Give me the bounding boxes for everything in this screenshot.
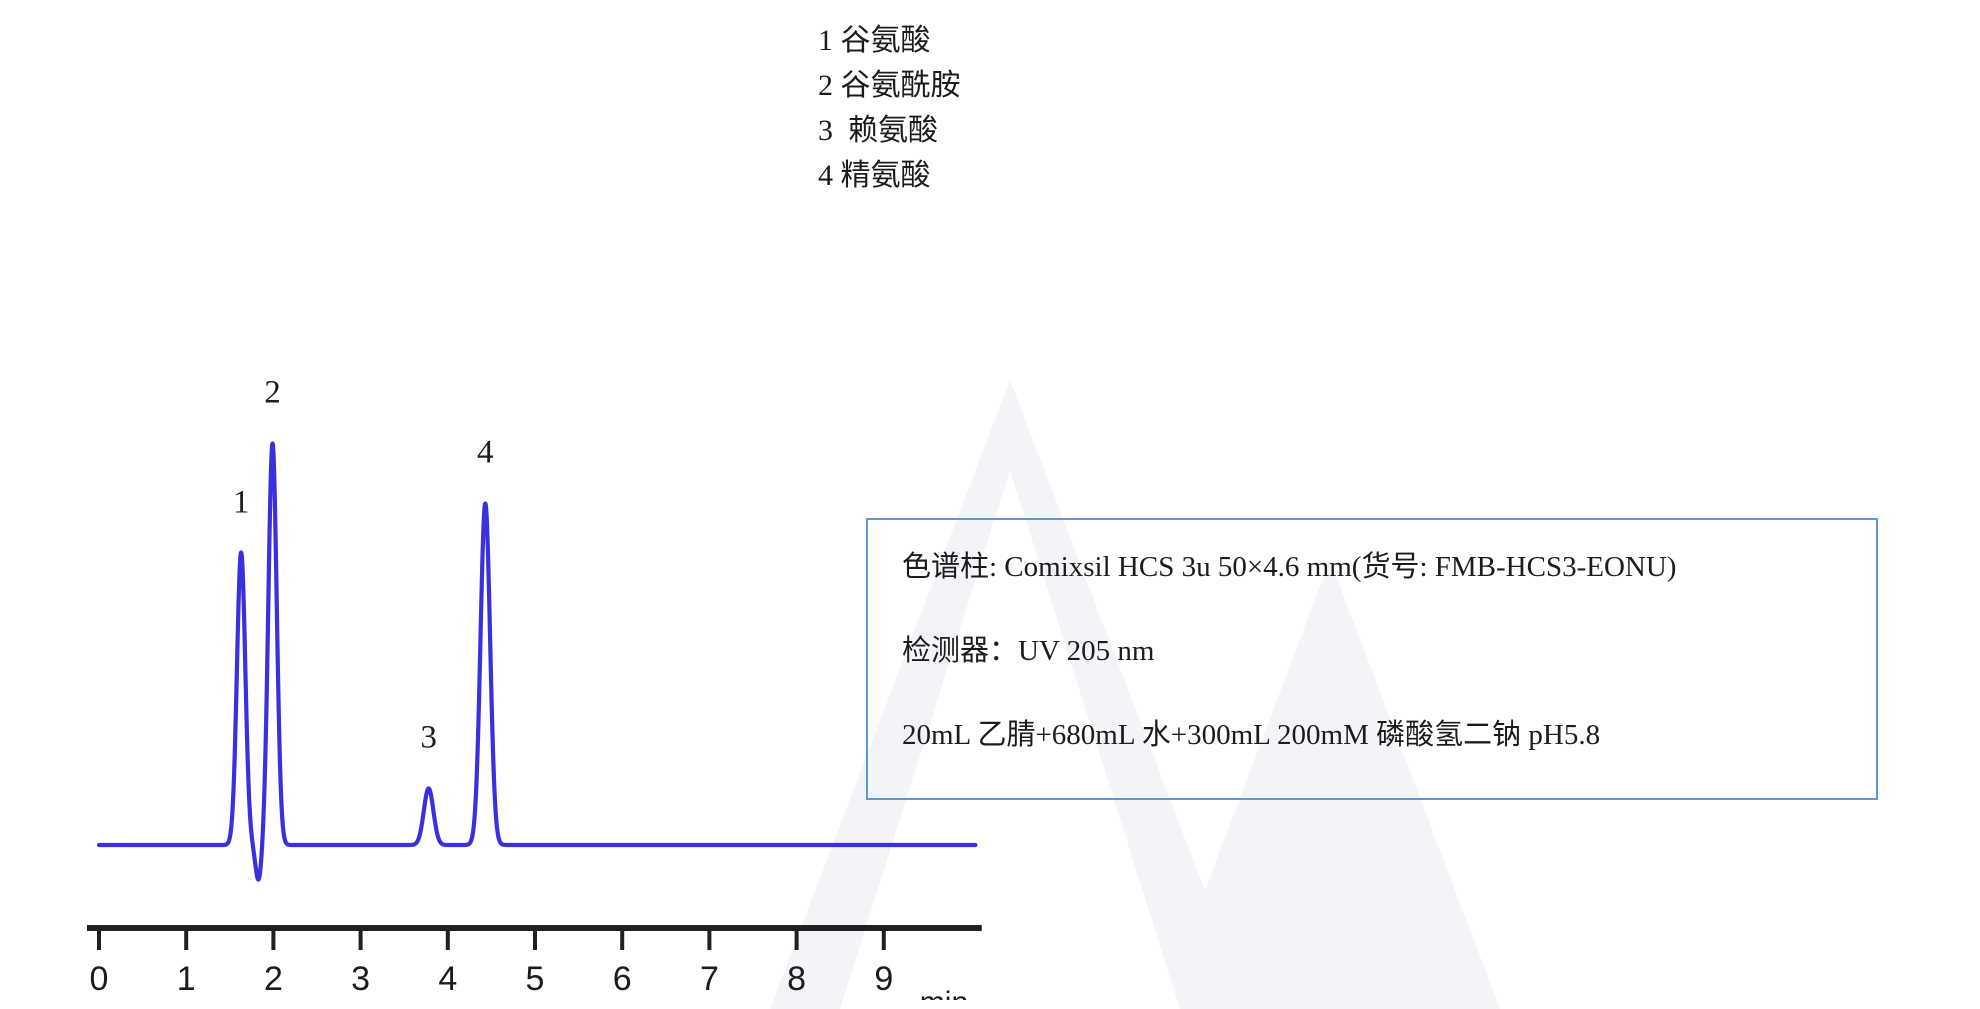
x-axis-tick-labels: 0 1 2 3 4 5 6 7 8 9	[90, 960, 894, 998]
legend-item-2: 2 谷氨酰胺	[818, 69, 961, 102]
x-axis-tick-label: 8	[787, 960, 806, 998]
x-axis-tick-label: 1	[177, 960, 196, 998]
x-axis	[87, 925, 982, 950]
method-info-box: 色谱柱: Comixsil HCS 3u 50×4.6 mm(货号: FMB-H…	[866, 518, 1878, 800]
peak-label-4: 4	[477, 435, 494, 471]
x-axis-tick-label: 2	[264, 960, 283, 998]
x-axis-tick-label: 0	[90, 960, 109, 998]
legend-item-1: 1 谷氨酸	[818, 24, 931, 57]
chromatogram-plot: 0 1 2 3 4 5 6 7 8 9 min 1 2 3 4	[0, 240, 1060, 1000]
x-axis-tick-label: 6	[613, 960, 632, 998]
legend-item-4: 4 精氨酸	[818, 159, 931, 192]
compound-legend: 1 谷氨酸 2 谷氨酰胺 3 赖氨酸 4 精氨酸	[818, 18, 961, 198]
peak-label-3: 3	[420, 720, 437, 756]
peak-labels: 1 2 3 4	[233, 375, 494, 756]
x-axis-tick-label: 4	[438, 960, 457, 998]
method-line-column: 色谱柱: Comixsil HCS 3u 50×4.6 mm(货号: FMB-H…	[902, 551, 1677, 583]
x-axis-unit-label: min	[920, 986, 968, 1000]
method-line-mobile-phase: 20mL 乙腈+680mL 水+300mL 200mM 磷酸氢二钠 pH5.8	[902, 719, 1601, 751]
peak-label-2: 2	[264, 375, 281, 411]
x-axis-tick-label: 3	[351, 960, 370, 998]
x-axis-tick-label: 5	[526, 960, 545, 998]
x-axis-tick-label: 7	[700, 960, 719, 998]
x-axis-tick-label: 9	[874, 960, 893, 998]
method-line-detector: 检测器：UV 205 nm	[902, 635, 1155, 667]
legend-item-3: 3 赖氨酸	[818, 114, 938, 147]
chromatogram-trace	[96, 441, 978, 882]
peak-label-1: 1	[233, 485, 250, 521]
